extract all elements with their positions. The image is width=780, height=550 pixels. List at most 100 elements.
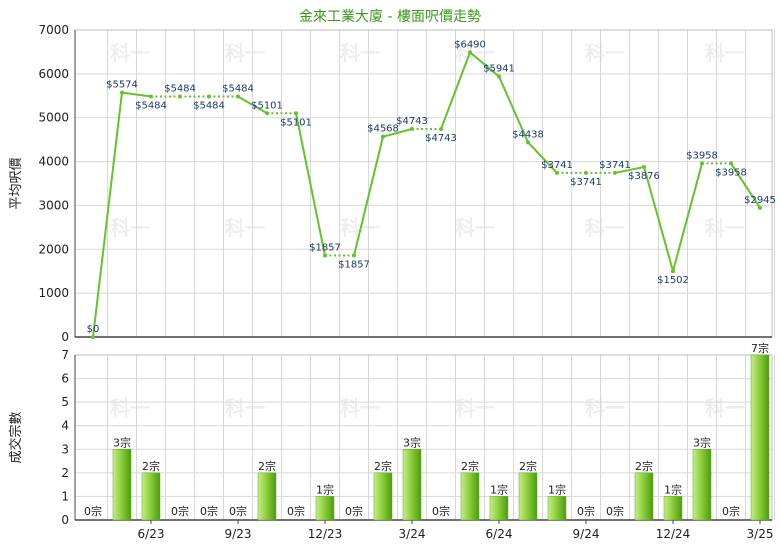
watermark-text: 科一 <box>340 41 380 65</box>
point-value-label: $4743 <box>425 133 457 144</box>
bar <box>692 449 712 521</box>
bar-y-tick-label: 2 <box>61 466 69 480</box>
point-value-label: $5101 <box>280 117 312 128</box>
watermark-text: 科一 <box>225 216 265 240</box>
x-tick-label: 3/24 <box>399 527 426 541</box>
watermark-text: 科一 <box>110 396 150 420</box>
bar-y-tick-label: 1 <box>61 489 69 503</box>
watermark-text: 科一 <box>705 216 745 240</box>
point-value-label: $5574 <box>106 80 138 91</box>
point-value-label: $1502 <box>657 275 689 286</box>
data-point <box>439 126 443 131</box>
data-point <box>497 74 501 79</box>
series-line-segment <box>614 166 645 174</box>
data-point <box>642 165 646 170</box>
x-tick-label: 3/25 <box>747 527 774 541</box>
bar-value-label: 1宗 <box>664 482 682 496</box>
data-point <box>91 335 95 339</box>
bar-value-label: 3宗 <box>113 435 131 449</box>
bar-value-label: 0宗 <box>171 504 189 518</box>
data-point <box>584 170 588 175</box>
bar-value-label: 0宗 <box>345 504 363 518</box>
bar-value-label: 0宗 <box>200 504 218 518</box>
bar <box>547 496 567 521</box>
watermark-text: 科一 <box>585 41 625 65</box>
y-tick-label: 1000 <box>38 286 69 300</box>
series-line-segment <box>498 76 529 143</box>
point-value-label: $0 <box>87 324 100 335</box>
data-point <box>729 161 733 166</box>
series-line-segment <box>440 52 471 130</box>
watermark-text: 科一 <box>455 396 495 420</box>
bar <box>634 472 654 521</box>
bar-value-label: 1宗 <box>548 482 566 496</box>
watermark-text: 科一 <box>585 396 625 420</box>
bar <box>518 472 538 521</box>
point-value-label: $3876 <box>628 171 660 182</box>
data-point <box>555 170 559 175</box>
data-point <box>294 111 298 116</box>
y-tick-label: 4000 <box>38 155 69 169</box>
watermark-text: 科一 <box>225 396 265 420</box>
series-line-segment <box>237 95 268 115</box>
series-line-segment <box>382 128 413 138</box>
x-tick-label: 12/23 <box>308 527 343 541</box>
point-value-label: $3741 <box>570 177 602 188</box>
bar-value-label: 3宗 <box>693 435 711 449</box>
data-point <box>410 126 414 131</box>
point-value-label: $3958 <box>686 150 718 161</box>
point-value-label: $3741 <box>541 160 573 171</box>
y-tick-label: 7000 <box>38 23 69 37</box>
point-value-label: $4743 <box>396 116 428 127</box>
bar-value-label: 1宗 <box>316 482 334 496</box>
data-point <box>207 94 211 99</box>
point-value-label: $6490 <box>454 39 486 50</box>
data-point <box>323 253 327 258</box>
watermark-text: 科一 <box>455 41 495 65</box>
data-point <box>613 170 617 175</box>
bar-value-label: 2宗 <box>519 459 537 473</box>
bar-value-label: 1宗 <box>490 482 508 496</box>
point-value-label: $5484 <box>164 83 196 94</box>
watermark-text: 科一 <box>225 41 265 65</box>
series-line-segment <box>643 166 674 272</box>
data-point <box>700 161 704 166</box>
line-y-axis-label: 平均呎價 <box>9 157 24 209</box>
watermark-text: 科一 <box>110 216 150 240</box>
bar <box>402 449 422 521</box>
y-tick-label: 6000 <box>38 67 69 81</box>
bar <box>460 472 480 521</box>
point-value-label: $5484 <box>222 83 254 94</box>
series-line-segment <box>672 163 703 272</box>
data-point <box>671 269 675 274</box>
y-tick-label: 3000 <box>38 198 69 212</box>
point-value-label: $5484 <box>135 100 167 111</box>
y-tick-label: 5000 <box>38 111 69 125</box>
data-point <box>468 50 472 55</box>
data-point <box>265 111 269 116</box>
x-tick-label: 9/24 <box>573 527 600 541</box>
bar-y-axis-label: 成交宗數 <box>8 411 24 463</box>
bar <box>663 496 683 521</box>
point-value-label: $2945 <box>744 195 776 206</box>
data-point <box>352 253 356 258</box>
bar-y-tick-label: 5 <box>61 395 69 409</box>
bar-value-label: 2宗 <box>142 459 160 473</box>
x-tick-label: 6/24 <box>486 527 513 541</box>
bar-y-tick-label: 3 <box>61 442 69 456</box>
bar <box>315 496 335 521</box>
bar-y-tick-label: 4 <box>61 419 69 433</box>
bar-value-label: 0宗 <box>606 504 624 518</box>
point-value-label: $5101 <box>251 100 283 111</box>
bar <box>489 496 509 521</box>
series-line-segment <box>527 141 558 174</box>
bar-y-tick-label: 0 <box>61 513 69 527</box>
data-point <box>149 94 153 99</box>
y-tick-label: 0 <box>61 330 69 344</box>
watermark-text: 科一 <box>705 396 745 420</box>
bar-value-label: 2宗 <box>635 459 653 473</box>
point-value-label: $5484 <box>193 100 225 111</box>
point-value-label: $3958 <box>715 167 747 178</box>
